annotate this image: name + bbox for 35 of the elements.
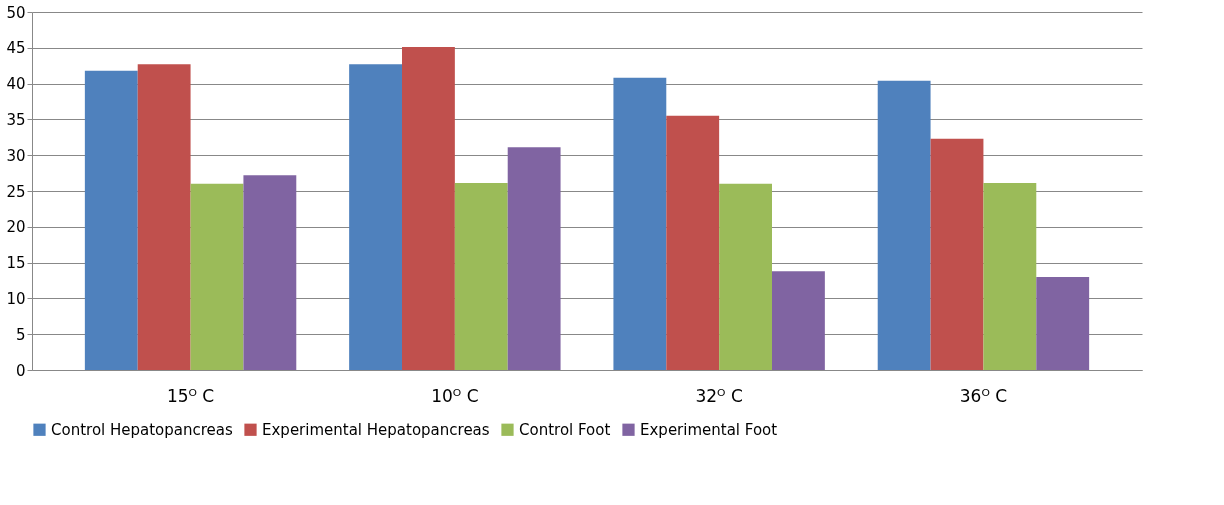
- y-tick-label: 25: [6, 182, 26, 201]
- y-tick-label: 5: [15, 325, 26, 344]
- bar: [137, 64, 191, 370]
- bar: [84, 70, 138, 370]
- y-tick-label: 0: [15, 361, 26, 380]
- legend-label: Experimental Foot: [640, 420, 778, 439]
- x-tick-label: 32ᴼ C: [695, 385, 743, 406]
- y-tick-label: 20: [6, 218, 26, 237]
- legend-label: Control Foot: [519, 420, 611, 439]
- y-tick-label: 10: [6, 289, 26, 308]
- y-tick-label: 40: [6, 75, 26, 94]
- legend-label: Control Hepatopancreas: [51, 420, 233, 439]
- bar: [983, 183, 1037, 370]
- y-tick-label: 35: [6, 110, 26, 129]
- bar: [243, 175, 297, 370]
- bar: [930, 138, 984, 370]
- bar: [877, 80, 931, 370]
- bar: [349, 64, 402, 370]
- bar: [454, 183, 508, 370]
- y-tick-label: 30: [6, 146, 26, 165]
- legend-label: Experimental Hepatopancreas: [262, 420, 490, 439]
- y-tick-label: 45: [6, 39, 26, 58]
- bar: [613, 77, 667, 370]
- y-tick-label: 15: [6, 254, 26, 273]
- x-tick-label: 15ᴼ C: [166, 385, 215, 406]
- x-tick-label: 10ᴼ C: [431, 385, 479, 406]
- bar: [666, 115, 720, 370]
- bar: [507, 147, 561, 370]
- bar: [402, 47, 455, 370]
- bar: [719, 183, 772, 370]
- x-tick-label: 36ᴼ C: [959, 385, 1008, 406]
- bar: [1036, 276, 1090, 370]
- bar: [772, 271, 825, 370]
- y-tick-label: 50: [6, 3, 26, 22]
- bar: [190, 183, 244, 370]
